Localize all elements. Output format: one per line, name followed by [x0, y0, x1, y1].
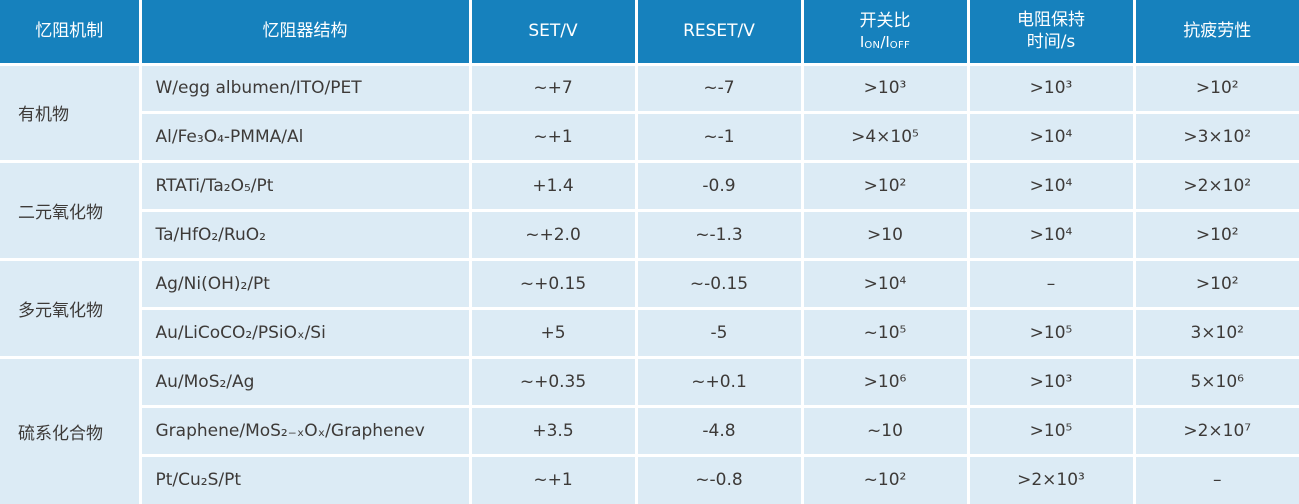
retention-cell: – [966, 258, 1134, 309]
fatigue-cell: >10² [1132, 62, 1299, 113]
set-cell: ~+0.15 [468, 258, 636, 309]
table-row: Pt/Cu₂S/Pt ~+1 ~-0.8 ~10² >2×10³ – [0, 453, 1299, 504]
retention-cell: >10⁵ [966, 404, 1134, 455]
reset-cell: -0.9 [634, 160, 802, 211]
mechanism-cell-organic: 有机物 [0, 62, 140, 162]
reset-cell: ~+0.1 [634, 355, 802, 407]
fatigue-cell: >10² [1132, 209, 1299, 260]
table-row: Au/LiCoCO₂/PSiOₓ/Si +5 -5 ~10⁵ >10⁵ 3×10… [0, 306, 1299, 358]
mechanism-cell-chalcogenide: 硫系化合物 [0, 355, 140, 504]
mechanism-cell-multi-oxide: 多元氧化物 [0, 258, 140, 358]
set-cell: ~+2.0 [468, 209, 636, 260]
retention-label-line1: 电阻保持 [1017, 10, 1085, 31]
ratio-cell: >10² [800, 160, 968, 211]
set-cell: +5 [468, 306, 636, 358]
structure-cell: Al/Fe₃O₄-PMMA/Al [138, 111, 470, 162]
reset-cell: ~-7 [634, 62, 802, 113]
structure-cell: Au/MoS₂/Ag [138, 355, 470, 407]
ratio-cell: >10⁶ [800, 355, 968, 407]
off-subscript: OFF [889, 39, 911, 51]
table-body: 有机物 W/egg albumen/ITO/PET ~+7 ~-7 >10³ >… [0, 62, 1299, 504]
retention-cell: >10⁴ [966, 160, 1134, 211]
retention-cell: >10⁵ [966, 306, 1134, 358]
retention-cell: >10³ [966, 62, 1134, 113]
reset-cell: -4.8 [634, 404, 802, 455]
ratio-cell: ~10⁵ [800, 306, 968, 358]
header-retention-time: 电阻保持 时间/s [966, 0, 1134, 64]
table-row: Graphene/MoS₂₋ₓOₓ/Graphenev +3.5 -4.8 ~1… [0, 404, 1299, 455]
header-set-voltage: SET/V [468, 0, 636, 64]
retention-cell: >10⁴ [966, 209, 1134, 260]
fatigue-cell: >2×10² [1132, 160, 1299, 211]
table-row: 硫系化合物 Au/MoS₂/Ag ~+0.35 ~+0.1 >10⁶ >10³ … [0, 355, 1299, 504]
ratio-cell: ~10 [800, 404, 968, 455]
structure-cell: Ta/HfO₂/RuO₂ [138, 209, 470, 260]
retention-cell: >10³ [966, 355, 1134, 407]
header-reset-voltage: RESET/V [634, 0, 802, 64]
reset-cell: -5 [634, 306, 802, 358]
set-cell: ~+7 [468, 62, 636, 113]
structure-cell: Au/LiCoCO₂/PSiOₓ/Si [138, 306, 470, 358]
ratio-cell: ~10² [800, 453, 968, 504]
fatigue-cell: 5×10⁶ [1132, 355, 1299, 407]
ion-symbol: I [859, 32, 865, 51]
table-row: 多元氧化物 Ag/Ni(OH)₂/Pt ~+0.15 ~-0.15 >10⁴ –… [0, 258, 1299, 358]
header-structure: 忆阻器结构 [138, 0, 470, 64]
structure-cell: Pt/Cu₂S/Pt [138, 453, 470, 504]
table-header: 忆阻机制 忆阻器结构 SET/V RESET/V 开关比 ION/IOFF 电阻… [0, 0, 1299, 64]
ratio-cell: >10 [800, 209, 968, 260]
table-row: 有机物 W/egg albumen/ITO/PET ~+7 ~-7 >10³ >… [0, 62, 1299, 162]
ratio-cell: >10⁴ [800, 258, 968, 309]
header-row: 忆阻机制 忆阻器结构 SET/V RESET/V 开关比 ION/IOFF 电阻… [0, 0, 1299, 64]
fatigue-cell: >10² [1132, 258, 1299, 309]
ioff-symbol: /I [880, 32, 890, 51]
structure-cell: Graphene/MoS₂₋ₓOₓ/Graphenev [138, 404, 470, 455]
set-cell: ~+1 [468, 111, 636, 162]
table-row: 二元氧化物 RTATi/Ta₂O₅/Pt +1.4 -0.9 >10² >10⁴… [0, 160, 1299, 260]
header-mechanism: 忆阻机制 [0, 0, 140, 64]
ratio-cell: >10³ [800, 62, 968, 113]
retention-cell: >10⁴ [966, 111, 1134, 162]
mechanism-cell-binary-oxide: 二元氧化物 [0, 160, 140, 260]
header-fatigue-resistance: 抗疲劳性 [1132, 0, 1299, 64]
structure-cell: Ag/Ni(OH)₂/Pt [138, 258, 470, 309]
set-cell: +1.4 [468, 160, 636, 211]
set-cell: +3.5 [468, 404, 636, 455]
fatigue-cell: 3×10² [1132, 306, 1299, 358]
reset-cell: ~-0.15 [634, 258, 802, 309]
retention-label-line2: 时间/s [1026, 32, 1076, 53]
fatigue-cell: – [1132, 453, 1299, 504]
table-row: Ta/HfO₂/RuO₂ ~+2.0 ~-1.3 >10 >10⁴ >10² [0, 209, 1299, 260]
ratio-cell: >4×10⁵ [800, 111, 968, 162]
table-row: Al/Fe₃O₄-PMMA/Al ~+1 ~-1 >4×10⁵ >10⁴ >3×… [0, 111, 1299, 162]
retention-cell: >2×10³ [966, 453, 1134, 504]
header-switching-ratio: 开关比 ION/IOFF [800, 0, 968, 64]
switching-ratio-label: 开关比 [859, 11, 911, 32]
fatigue-cell: >3×10² [1132, 111, 1299, 162]
reset-cell: ~-1 [634, 111, 802, 162]
structure-cell: W/egg albumen/ITO/PET [138, 62, 470, 113]
set-cell: ~+1 [468, 453, 636, 504]
set-cell: ~+0.35 [468, 355, 636, 407]
reset-cell: ~-1.3 [634, 209, 802, 260]
on-subscript: ON [864, 39, 881, 51]
fatigue-cell: >2×10⁷ [1132, 404, 1299, 455]
reset-cell: ~-0.8 [634, 453, 802, 504]
structure-cell: RTATi/Ta₂O₅/Pt [138, 160, 470, 211]
ion-ioff-label: ION/IOFF [804, 33, 967, 53]
